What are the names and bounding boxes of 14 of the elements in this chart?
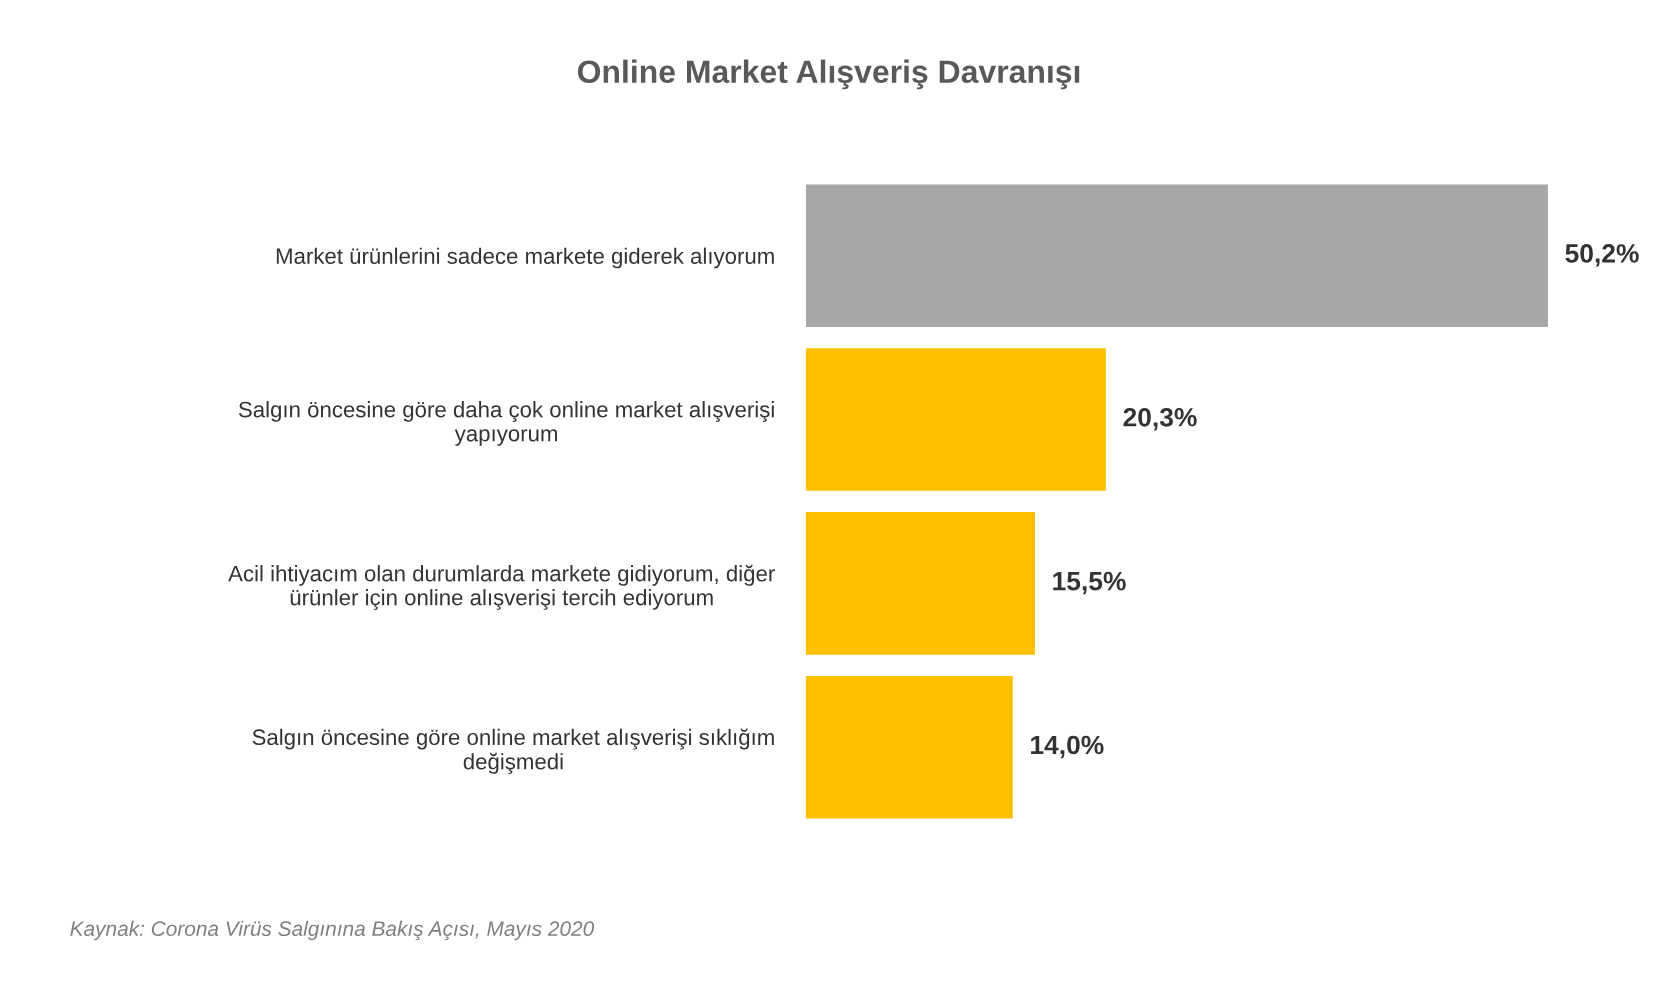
bar [805, 184, 1548, 327]
bar [805, 348, 1106, 491]
chart-title: Online Market Alışveriş Davranışı [577, 59, 1080, 90]
data-label: 15,5% [1053, 571, 1126, 595]
text: Kaynak: Corona Virüs Salgınına Bakış Açısı, Mayıs 2020 [70, 920, 595, 941]
data-label: 50,2% [1565, 244, 1639, 267]
data-label: 14,0% [1031, 735, 1104, 759]
y-tick-label: Acil ihtiyacım olan durumlarda markete gidiyorum, diğer ürünler için online alışverişi tercih ediyorum [228, 564, 775, 610]
y-tick-label: Salgın öncesine göre daha çok online market alışverişi yapıyorum [238, 401, 774, 446]
bar [805, 675, 1013, 819]
data-label: 20,3% [1123, 407, 1197, 431]
y-tick-label: Market ürünlerini sadece markete giderek alıyorum [276, 247, 774, 269]
bar [805, 512, 1035, 655]
y-tick-label: Salgın öncesine göre online market alışverişi sıklığım değişmedi [252, 728, 774, 774]
